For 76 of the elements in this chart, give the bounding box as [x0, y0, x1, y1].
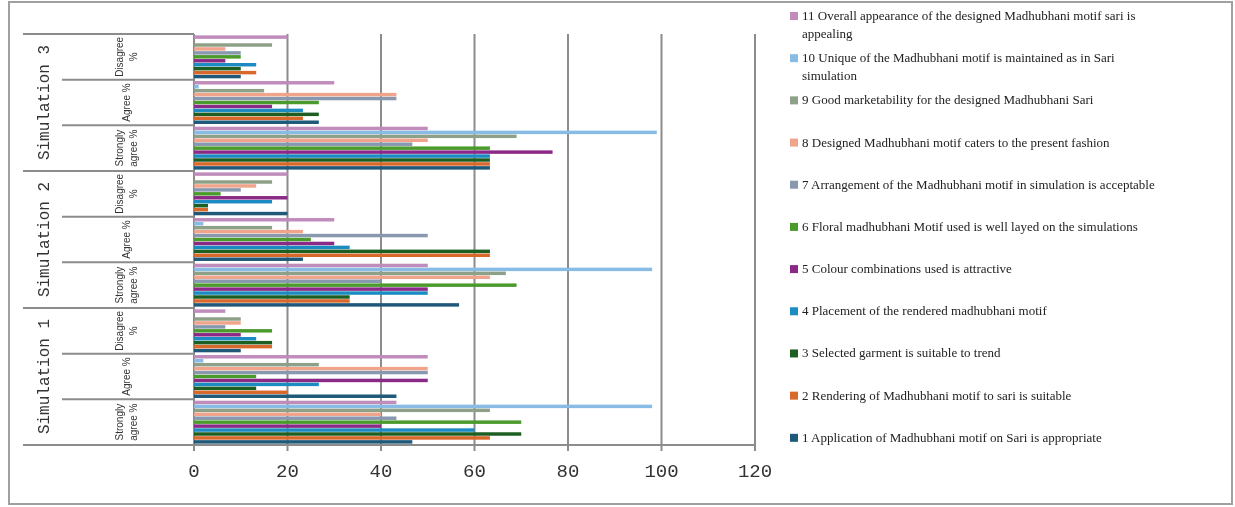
x-tick-label: 60 [463, 461, 486, 483]
bar [194, 287, 428, 291]
bar [194, 428, 475, 432]
bar [194, 317, 241, 321]
bar [194, 416, 397, 420]
bar [194, 291, 428, 295]
bar [194, 84, 199, 89]
bar [194, 43, 273, 47]
y-tick-label: Agree % [121, 220, 132, 259]
legend-label: 7 Arrangement of the Madhubhani motif in simulation is acceptable [802, 176, 1155, 192]
bar [194, 188, 241, 192]
bar [194, 158, 490, 162]
y-tick-label: Disagree % [114, 36, 139, 77]
text: Simulation 3 [36, 44, 55, 161]
y-tick-label: Strongly agree % [114, 129, 139, 167]
bar [194, 303, 460, 307]
legend-label: 3 Selected garment is suitable to trend [802, 345, 1002, 361]
bar [194, 51, 241, 55]
bar [194, 81, 335, 85]
bar [194, 279, 381, 283]
bar [194, 333, 241, 337]
bar [194, 154, 490, 158]
y-tick-label: Disagree % [114, 310, 139, 351]
legend-label: 4 Placement of the rendered madhubhani motif [802, 303, 1048, 319]
legend-label: 2 Rendering of Madhubhani motif to sari is suitable [802, 387, 1072, 403]
legend-label: 9 Good marketability for the designed Madhubhani Sari [802, 92, 1094, 108]
bar [194, 436, 490, 440]
bar [194, 192, 221, 196]
y-tick-label: Agree % [121, 83, 132, 122]
legend-label: 10 Unique of the Madhubhani motif is maintained as in Sari simulation [802, 50, 1116, 84]
bar [194, 172, 288, 176]
legend-label: 8 Designed Madhubhani motif caters to the present fashion [802, 134, 1111, 150]
bar [194, 162, 490, 166]
bar [194, 440, 413, 444]
bar [194, 150, 553, 154]
x-tick-label: 20 [276, 461, 299, 483]
bar [194, 196, 288, 200]
x-tick-label: 40 [369, 461, 393, 483]
bar [194, 257, 303, 261]
bar [194, 321, 241, 325]
bar [194, 424, 381, 428]
legend-label: 5 Colour combinations used is attractive [802, 261, 1012, 277]
legend-label: 6 Floral madhubhani Motif used is well layed on the simulations [802, 218, 1138, 234]
x-tick-label: 0 [188, 461, 200, 483]
bar [194, 166, 490, 170]
y-tick-label: Strongly agree % [114, 403, 139, 441]
y-tick-label: Strongly agree % [114, 266, 139, 304]
bar [194, 142, 413, 146]
x-tick-label: 120 [737, 461, 773, 483]
bar [194, 120, 319, 124]
bar [194, 299, 350, 303]
text: Simulation 2 [36, 181, 55, 298]
bar [194, 47, 226, 51]
bar [194, 309, 226, 313]
bar [194, 329, 273, 333]
x-tick-label: 80 [556, 461, 580, 483]
bar [194, 432, 522, 436]
y-tick-label: Agree % [121, 357, 132, 396]
bar [194, 420, 522, 424]
bar [194, 55, 241, 59]
x-tick-label: 100 [644, 461, 679, 483]
bar [194, 35, 288, 39]
bar [194, 180, 273, 184]
bar [194, 394, 397, 398]
bar [194, 325, 226, 329]
bar [194, 146, 490, 150]
bar [194, 283, 517, 287]
legend-label: 11 Overall appearance of the designed Madhubhani motif sari is appealing [802, 8, 1136, 41]
bar [194, 355, 428, 359]
bar [194, 218, 335, 222]
bar [194, 59, 226, 63]
bar [194, 295, 350, 299]
legend-label: 1 Application of Madhubhani motif on Sari is appropriate [802, 429, 1102, 445]
text: Simulation 1 [36, 318, 55, 435]
bar [194, 184, 257, 188]
y-tick-label: Disagree % [114, 173, 139, 214]
